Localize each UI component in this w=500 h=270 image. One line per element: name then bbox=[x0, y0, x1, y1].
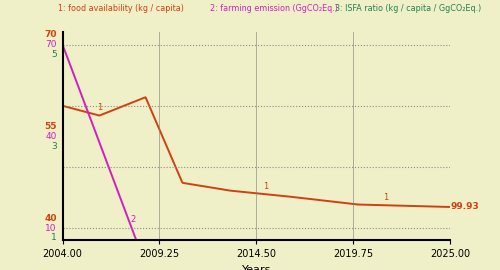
Text: 2: farming emission (GgCO₂Eq.): 2: farming emission (GgCO₂Eq.) bbox=[210, 4, 338, 13]
X-axis label: Years: Years bbox=[242, 265, 271, 270]
Text: 5: 5 bbox=[51, 50, 57, 59]
Text: 1: 1 bbox=[383, 193, 388, 202]
Text: 2: 2 bbox=[130, 215, 135, 224]
Text: 40: 40 bbox=[44, 214, 56, 223]
Text: 1: 1 bbox=[97, 103, 102, 112]
Text: 3: ISFA ratio (kg / capita / GgCO₂Eq.): 3: ISFA ratio (kg / capita / GgCO₂Eq.) bbox=[335, 4, 481, 13]
Text: 1: 1 bbox=[263, 182, 268, 191]
Text: 3: 3 bbox=[51, 141, 57, 151]
Text: 10: 10 bbox=[45, 224, 56, 232]
Text: 1: 1 bbox=[51, 233, 57, 242]
Text: 55: 55 bbox=[44, 122, 56, 131]
Text: 70: 70 bbox=[44, 31, 56, 39]
Text: 40: 40 bbox=[46, 132, 56, 141]
Text: 1: food availability (kg / capita): 1: food availability (kg / capita) bbox=[58, 4, 184, 13]
Text: 70: 70 bbox=[45, 40, 56, 49]
Text: 99.93: 99.93 bbox=[451, 202, 480, 211]
